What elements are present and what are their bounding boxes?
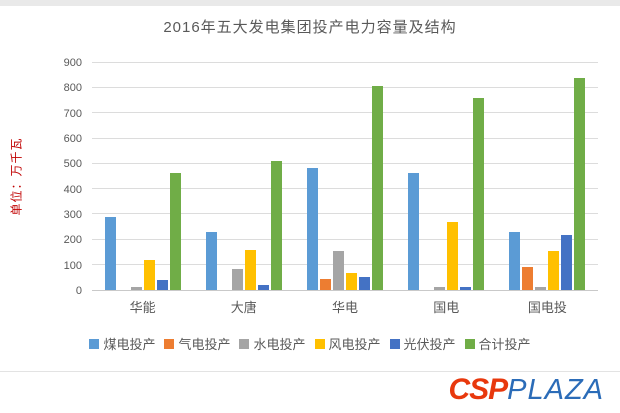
bar-合计投产-国电投 bbox=[574, 78, 586, 290]
gridline bbox=[92, 238, 598, 240]
bar-光伏投产-国电 bbox=[460, 287, 472, 290]
bar-groups bbox=[92, 63, 598, 290]
legend-swatch-icon bbox=[164, 338, 175, 349]
bar-煤电投产-华电 bbox=[307, 167, 318, 290]
legend-swatch-icon bbox=[464, 338, 475, 349]
x-axis-label-华能: 华能 bbox=[129, 300, 156, 315]
bar-水电投产-国电 bbox=[434, 287, 446, 290]
csp-plaza-logo: CSPPLAZA bbox=[448, 375, 604, 405]
x-axis-label-大唐: 大唐 bbox=[230, 300, 257, 315]
gridline bbox=[92, 87, 598, 89]
legend-item-煤电投产: 煤电投产 bbox=[89, 334, 155, 353]
chart-legend: 煤电投产 气电投产 水电投产 风电投产 光伏投产 合计投产 bbox=[0, 334, 620, 353]
y-tick-label: 400 bbox=[63, 183, 82, 196]
bar-合计投产-华能 bbox=[169, 172, 181, 290]
bar-光伏投产-华电 bbox=[359, 277, 370, 290]
x-axis-label-国电: 国电 bbox=[433, 300, 460, 315]
bar-风电投产-国电 bbox=[447, 221, 459, 290]
gridline bbox=[92, 188, 598, 190]
bar-group-华能 bbox=[92, 63, 193, 290]
gridline bbox=[92, 263, 598, 265]
bar-水电投产-华能 bbox=[130, 287, 142, 290]
gridline bbox=[92, 213, 598, 215]
bar-group-国电投 bbox=[497, 63, 598, 290]
bar-煤电投产-大唐 bbox=[205, 232, 217, 290]
bar-水电投产-大唐 bbox=[231, 268, 243, 290]
bar-风电投产-华电 bbox=[346, 272, 357, 290]
legend-label: 煤电投产 bbox=[103, 337, 156, 352]
bar-气电投产-国电投 bbox=[522, 267, 534, 290]
bar-水电投产-华电 bbox=[333, 250, 344, 290]
plot-area bbox=[92, 62, 598, 291]
y-tick-label: 0 bbox=[75, 285, 82, 297]
legend-item-合计投产: 合计投产 bbox=[464, 334, 531, 353]
bar-风电投产-华能 bbox=[143, 259, 155, 290]
gridline bbox=[92, 112, 598, 114]
bar-煤电投产-华能 bbox=[104, 216, 116, 290]
bar-group-华电 bbox=[294, 63, 395, 290]
legend-swatch-icon bbox=[314, 338, 325, 349]
y-tick-label: 500 bbox=[63, 158, 82, 171]
chart-title: 2016年五大发电集团投产电力容量及结构 bbox=[163, 19, 457, 36]
legend-swatch-icon bbox=[389, 338, 400, 349]
bar-光伏投产-大唐 bbox=[257, 284, 269, 290]
y-tick-label: 600 bbox=[63, 133, 82, 146]
bar-水电投产-国电投 bbox=[535, 287, 547, 290]
legend-item-光伏投产: 光伏投产 bbox=[389, 334, 456, 353]
legend-item-气电投产: 气电投产 bbox=[164, 334, 230, 353]
gridline bbox=[92, 162, 598, 164]
y-tick-label: 200 bbox=[63, 234, 82, 247]
bar-合计投产-国电 bbox=[473, 98, 485, 290]
bar-group-大唐 bbox=[193, 63, 294, 290]
bar-光伏投产-华能 bbox=[156, 279, 168, 290]
legend-item-风电投产: 风电投产 bbox=[314, 334, 381, 353]
logo-text-csp: CSP bbox=[448, 373, 508, 406]
y-tick-label: 100 bbox=[63, 259, 82, 272]
legend-swatch-icon bbox=[239, 338, 250, 349]
bar-group-国电 bbox=[396, 63, 497, 290]
y-axis-title: 单位：万千瓦 bbox=[9, 137, 24, 216]
bar-合计投产-华电 bbox=[372, 85, 383, 290]
x-axis-label-华电: 华电 bbox=[332, 300, 359, 315]
legend-label: 气电投产 bbox=[178, 337, 231, 352]
bar-煤电投产-国电投 bbox=[509, 232, 521, 290]
gridline bbox=[92, 62, 598, 63]
legend-swatch-icon bbox=[89, 338, 100, 349]
bar-风电投产-国电投 bbox=[548, 250, 560, 290]
bar-合计投产-大唐 bbox=[270, 161, 282, 290]
legend-item-水电投产: 水电投产 bbox=[239, 334, 306, 353]
x-axis-labels: 华能 大唐 华电 国电 国电投 bbox=[92, 297, 598, 316]
y-tick-label: 700 bbox=[63, 107, 82, 120]
y-tick-label: 300 bbox=[63, 209, 82, 222]
legend-label: 水电投产 bbox=[253, 337, 306, 352]
gridline bbox=[92, 137, 598, 139]
y-tick-label: 900 bbox=[63, 57, 82, 69]
legend-label: 风电投产 bbox=[328, 337, 381, 352]
legend-label: 合计投产 bbox=[478, 337, 531, 352]
bar-气电投产-华电 bbox=[320, 278, 331, 290]
bar-风电投产-大唐 bbox=[244, 249, 256, 290]
y-tick-label: 800 bbox=[63, 82, 82, 95]
footer-divider bbox=[0, 371, 620, 372]
bar-光伏投产-国电投 bbox=[561, 234, 573, 290]
logo-text-plaza: PLAZA bbox=[507, 374, 604, 406]
page-top-border bbox=[0, 0, 620, 6]
legend-label: 光伏投产 bbox=[403, 337, 456, 352]
y-axis-tick-labels: 0 100 200 300 400 500 600 700 800 900 bbox=[52, 57, 86, 297]
x-axis-label-国电投: 国电投 bbox=[527, 300, 567, 315]
bar-煤电投产-国电 bbox=[408, 172, 420, 290]
